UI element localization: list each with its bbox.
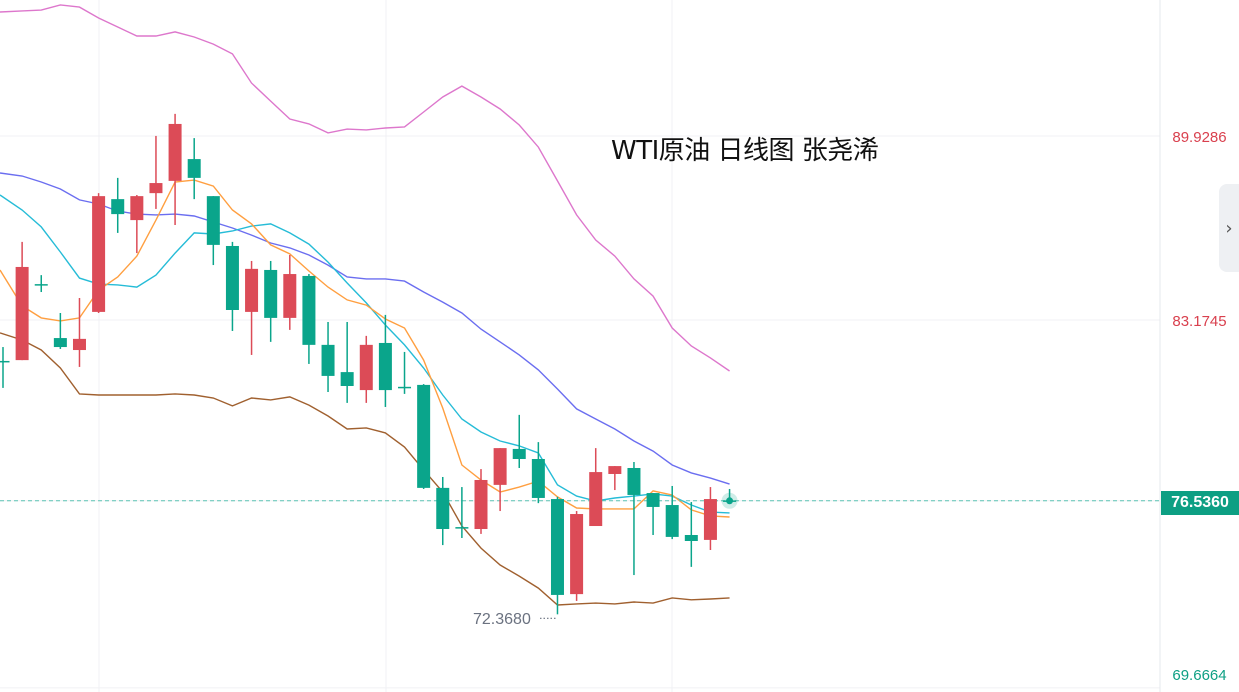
candle-down xyxy=(111,199,125,215)
chevron-right-icon: › xyxy=(1225,217,1233,239)
candle-down xyxy=(512,448,526,460)
candle-up xyxy=(493,448,507,485)
candle-down xyxy=(264,269,278,318)
candle-up xyxy=(92,196,106,312)
candle-up xyxy=(130,196,144,221)
candle-down xyxy=(550,499,564,595)
candle-down xyxy=(53,338,67,348)
ma-cyan-line xyxy=(0,194,730,514)
candle-down xyxy=(225,245,239,310)
candle-up xyxy=(15,266,29,361)
candle-up xyxy=(570,514,584,595)
candle-down xyxy=(455,527,469,529)
current-price-label: 76.5360 xyxy=(1161,491,1239,515)
candle-down xyxy=(627,467,641,495)
candle-up xyxy=(474,479,488,530)
candle-down xyxy=(398,386,412,389)
candle-down xyxy=(302,275,316,345)
candle-down xyxy=(321,344,335,376)
candle-up xyxy=(149,183,163,194)
candle-down xyxy=(206,196,220,245)
y-tick-label: 83.1745 xyxy=(1172,313,1227,330)
ma-orange-line xyxy=(0,179,730,518)
candle-up xyxy=(608,466,622,474)
candle-down xyxy=(378,342,392,391)
candle-down xyxy=(646,493,660,507)
candle-down xyxy=(684,535,698,541)
candle-up xyxy=(168,123,182,181)
chart-title: WTI原油 日线图 张尧浠 xyxy=(611,136,879,166)
ma-blue-line xyxy=(0,172,730,485)
y-tick-label: 69.6664 xyxy=(1172,667,1227,684)
candle-down xyxy=(0,360,10,363)
candle-up xyxy=(589,472,603,527)
candle-up xyxy=(245,268,259,312)
candle-down xyxy=(187,159,201,178)
candle-up xyxy=(703,499,717,540)
candle-down xyxy=(340,372,354,386)
candle-down xyxy=(531,459,545,498)
candle-down xyxy=(417,384,431,488)
collapse-panel-button[interactable]: › xyxy=(1219,184,1239,272)
candle-down xyxy=(436,487,450,530)
candle-down xyxy=(665,505,679,537)
upper-band-line xyxy=(0,4,730,372)
candle-up xyxy=(359,344,373,391)
candle-down xyxy=(34,284,48,286)
lower-band-line xyxy=(0,332,730,606)
candle-up xyxy=(72,338,86,351)
y-tick-label: 89.9286 xyxy=(1172,129,1227,146)
candle-up xyxy=(283,274,297,318)
min-price-label: 72.3680 xyxy=(473,611,531,628)
live-price-dot xyxy=(726,497,734,505)
